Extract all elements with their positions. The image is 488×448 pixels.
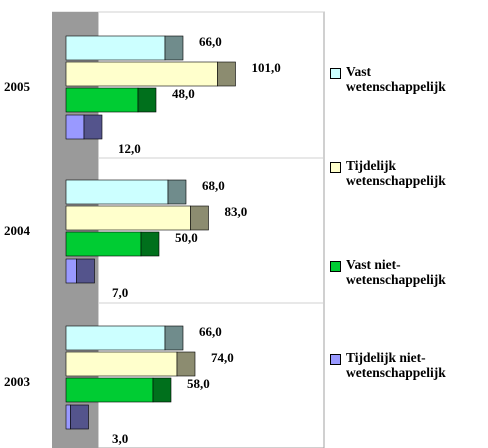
data-label: 74,0 (211, 350, 234, 365)
bar-side (167, 179, 187, 205)
bar-side (176, 351, 196, 377)
data-label: 48,0 (172, 86, 195, 101)
data-label: 68,0 (202, 178, 225, 193)
data-label: 101,0 (252, 60, 281, 75)
legend-swatch (330, 162, 341, 173)
bar (65, 205, 209, 231)
bar-side (70, 404, 89, 430)
bar-front (65, 87, 139, 113)
bar-side (76, 258, 95, 284)
category-label: 2003 (4, 374, 31, 389)
bar-front (65, 325, 166, 351)
bar (65, 179, 187, 205)
bar (65, 35, 184, 61)
bar (65, 61, 236, 87)
legend: Vast wetenschappelijk Tijdelijk wetenscha… (330, 0, 488, 448)
data-label: 7,0 (112, 285, 128, 300)
bar-front (65, 114, 85, 140)
bar (65, 404, 89, 430)
legend-swatch (330, 354, 341, 365)
bar-front (65, 404, 71, 430)
bar (65, 351, 196, 377)
legend-label: Vast niet- wetenschappelijk (346, 257, 446, 287)
legend-item: Tijdelijk niet- wetenschappelijk (330, 350, 446, 380)
bar (65, 87, 157, 113)
data-label: 3,0 (112, 431, 128, 446)
bar (65, 114, 103, 140)
legend-item: Vast wetenschappelijk (330, 64, 446, 94)
legend-label: Vast wetenschappelijk (346, 64, 446, 94)
bar (65, 258, 95, 284)
data-label: 50,0 (175, 230, 198, 245)
bar-side (164, 35, 184, 61)
category-label: 2005 (4, 79, 31, 94)
bar-front (65, 258, 77, 284)
bar-side (152, 377, 172, 403)
bar-front (65, 205, 191, 231)
data-label: 83,0 (225, 204, 248, 219)
category-label: 2004 (4, 223, 31, 238)
bar-side (137, 87, 157, 113)
bar (65, 377, 172, 403)
legend-label: Tijdelijk wetenschappelijk (346, 158, 446, 188)
legend-item: Tijdelijk wetenschappelijk (330, 158, 446, 188)
legend-item: Vast niet- wetenschappelijk (330, 257, 446, 287)
data-label: 58,0 (187, 376, 210, 391)
bar-front (65, 35, 166, 61)
bar-front (65, 377, 154, 403)
legend-swatch (330, 68, 341, 79)
bar (65, 325, 184, 351)
data-label: 12,0 (118, 141, 141, 156)
bar-front (65, 61, 218, 87)
bar-side (83, 114, 103, 140)
bar-front (65, 179, 169, 205)
bar (65, 231, 160, 257)
legend-swatch (330, 261, 341, 272)
bar-front (65, 351, 178, 377)
bar-side (140, 231, 160, 257)
bar-side (217, 61, 236, 87)
data-label: 66,0 (199, 324, 222, 339)
bar-chart: 66,0 101,0 48,0 12,0 68,083,0 50,0 7,0 66,0 74,0… (4, 11, 325, 448)
bar-side (164, 325, 184, 351)
data-label: 66,0 (199, 34, 222, 49)
bar-front (65, 231, 142, 257)
bar-side (190, 205, 209, 231)
legend-label: Tijdelijk niet- wetenschappelijk (346, 350, 446, 380)
